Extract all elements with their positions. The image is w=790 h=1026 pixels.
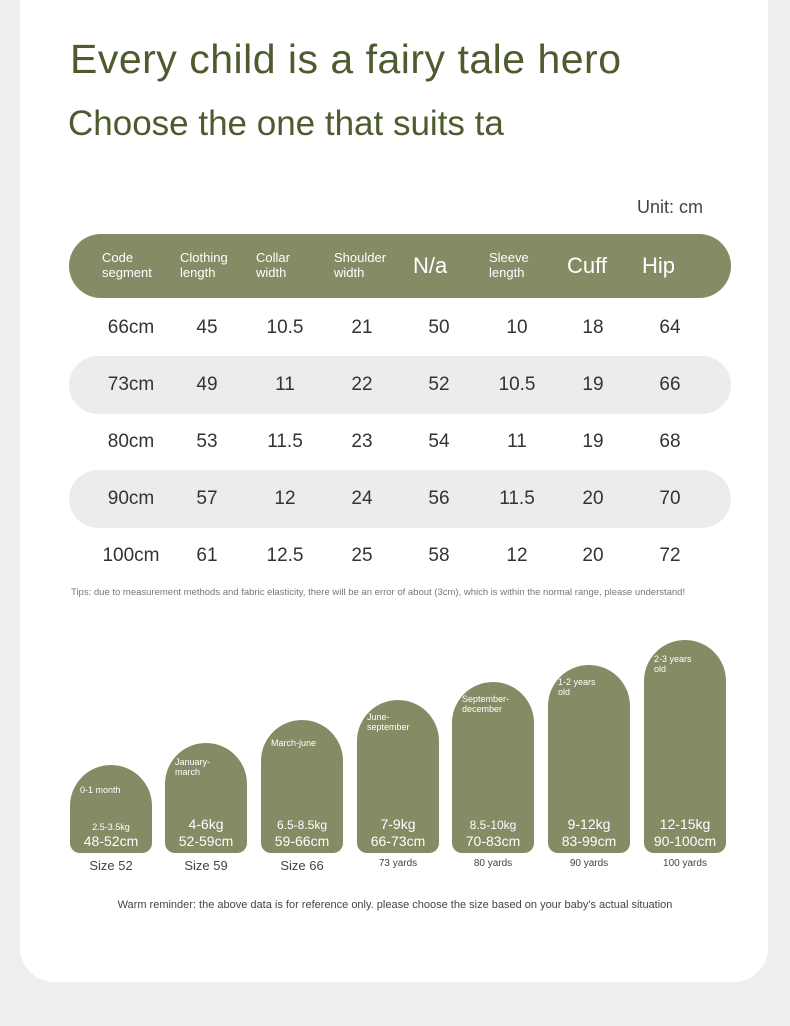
table-cell: 10.5 [498,374,536,395]
table-cell: 66 [659,374,681,395]
table-cell: 12.5 [266,545,304,566]
table-row: 80cm 53 11.5 23 54 11 19 68 [69,413,731,471]
unit-label: Unit: cm [636,197,703,217]
age-range-label: September-december [462,694,510,715]
size-bar: March-june 6.5-8.5kg 59-66cm [261,720,343,853]
table-cell: 23 [351,431,373,452]
size-bar: 1-2 years old 9-12kg 83-99cm [548,665,630,853]
table-cell: 11.5 [267,431,303,452]
table-cell: 21 [351,317,373,338]
weight-range: 6.5-8.5kg [276,818,328,832]
weight-range: 2.5-3.5kg [92,822,130,832]
table-cell: 18 [582,317,604,338]
table-cell: 100cm [102,545,160,566]
age-range-label: 2-3 years old [654,654,692,675]
table-cell: 45 [196,317,218,338]
table-cell: 22 [351,374,373,395]
age-range-label: 0-1 month [80,785,121,795]
page-subtitle: Choose the one that suits ta [68,104,504,143]
table-cell: 20 [582,488,604,509]
size-label: 73 yards [378,858,418,869]
table-cell: 11 [507,431,527,452]
table-cell: 19 [582,374,604,395]
size-label: Size 59 [184,858,228,873]
size-label: 80 yards [473,858,513,869]
weight-range: 9-12kg [567,816,611,832]
table-cell: 19 [582,431,604,452]
size-bar: January-march 4-6kg 52-59cm [165,743,247,853]
table-cell: 11 [275,374,295,395]
table-cell: 10 [506,317,528,338]
table-header: Code segment Clothing length Collar width Shou… [69,234,731,298]
table-cell: 68 [659,431,681,452]
size-bar: 0-1 month 2.5-3.5kg 48-52cm [70,765,152,853]
table-cell: 56 [428,488,450,509]
table-cell: 53 [196,431,218,452]
table-row: 66cm 45 10.5 21 50 10 18 64 [69,299,731,357]
height-range: 70-83cm [465,833,521,849]
table-cell: 11.5 [499,488,535,509]
column-header: Shoulder width [334,250,387,280]
table-cell: 20 [582,545,604,566]
height-range: 66-73cm [370,833,426,849]
table-cell: 57 [196,488,218,509]
size-label: Size 66 [280,858,324,873]
table-row: 73cm 49 11 22 52 10.5 19 66 [69,356,731,414]
size-bar: 2-3 years old 12-15kg 90-100cm [644,640,726,853]
age-range-label: 1-2 years old [558,677,596,698]
column-header: Cuff [567,253,607,279]
table-cell: 49 [196,374,218,395]
size-label: Size 52 [89,858,133,873]
page-title: Every child is a fairy tale hero [70,36,622,82]
table-cell: 12 [274,488,296,509]
column-header: Code segment [102,250,152,280]
table-cell: 54 [428,431,450,452]
column-header: Clothing length [180,250,228,280]
table-cell: 70 [659,488,681,509]
column-header: Sleeve length [489,250,529,280]
weight-range: 12-15kg [659,816,711,832]
size-bar: September-december 8.5-10kg 70-83cm [452,682,534,853]
size-label: 90 yards [569,858,609,869]
size-label: 100 yards [663,858,707,869]
column-header: N/a [413,253,448,279]
weight-range: 7-9kg [380,816,416,832]
table-cell: 66cm [107,317,155,338]
table-cell: 25 [351,545,373,566]
warm-reminder: Warm reminder: the above data is for ref… [117,899,673,911]
table-cell: 61 [196,545,218,566]
table-cell: 12 [506,545,528,566]
size-bar: June-september 7-9kg 66-73cm [357,700,439,853]
height-range: 59-66cm [274,833,330,849]
table-cell: 90cm [107,488,155,509]
tips-text: Tips: due to measurement methods and fab… [71,587,686,598]
table-cell: 10.5 [266,317,304,338]
table-row: 90cm 57 12 24 56 11.5 20 70 [69,470,731,528]
weight-range: 4-6kg [188,816,224,832]
height-range: 83-99cm [561,833,617,849]
table-cell: 73cm [107,374,155,395]
table-cell: 52 [428,374,450,395]
height-range: 90-100cm [653,833,717,849]
weight-range: 8.5-10kg [469,818,517,832]
height-range: 52-59cm [178,833,234,849]
column-header: Collar width [256,250,290,280]
table-cell: 50 [428,317,450,338]
table-cell: 24 [351,488,373,509]
table-cell: 80cm [107,431,155,452]
height-range: 48-52cm [83,833,139,849]
table-cell: 72 [659,545,681,566]
table-row: 100cm 61 12.5 25 58 12 20 72 [69,527,731,585]
age-range-label: January-march [175,757,211,778]
age-range-label: March-june [271,738,317,748]
age-range-label: June-september [367,712,410,733]
table-cell: 58 [428,545,450,566]
table-cell: 64 [659,317,681,338]
column-header: Hip [642,253,676,279]
